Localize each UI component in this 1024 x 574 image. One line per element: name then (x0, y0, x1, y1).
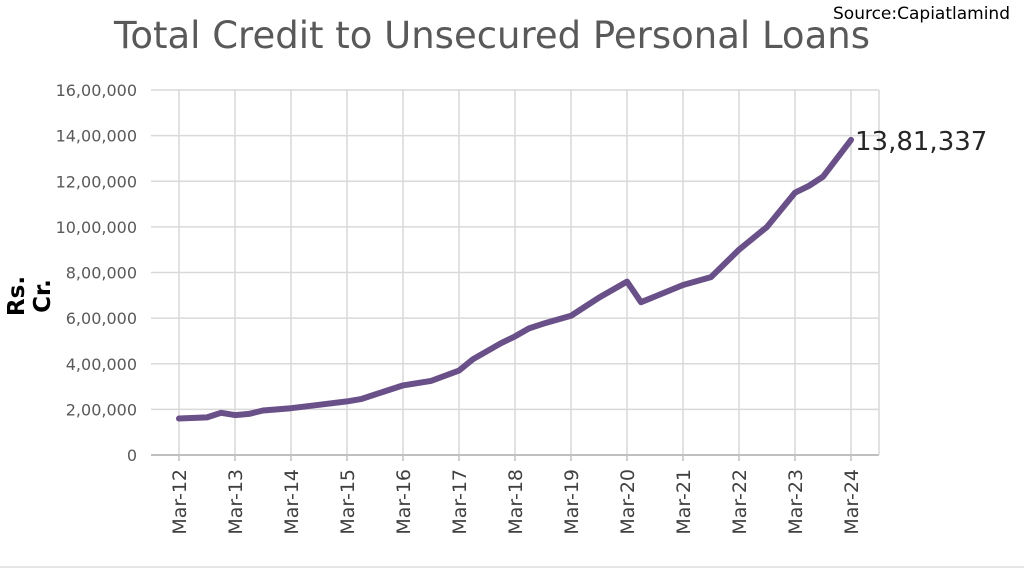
y-tick-label: 0 (127, 446, 137, 465)
x-tick-label: Mar-13 (225, 469, 247, 535)
y-tick-label: 16,00,000 (56, 81, 137, 100)
y-tick-label: 6,00,000 (66, 309, 137, 328)
y-tick-label: 12,00,000 (56, 172, 137, 191)
x-tick-label: Mar-21 (673, 469, 695, 535)
source-note: Source:Capiatlamind (833, 4, 1010, 24)
chart-title: Total Credit to Unsecured Personal Loans (114, 14, 870, 57)
end-value-label: 13,81,337 (855, 127, 987, 157)
x-tick-label: Mar-12 (169, 469, 191, 535)
y-tick-label: 10,00,000 (56, 218, 137, 237)
x-tick-label: Mar-16 (393, 469, 415, 535)
x-tick-label: Mar-18 (505, 469, 527, 535)
x-tick-label: Mar-20 (617, 469, 639, 535)
y-tick-label: 14,00,000 (56, 127, 137, 146)
x-tick-label: Mar-23 (785, 469, 807, 535)
x-tick-label: Mar-22 (729, 469, 751, 535)
divider (0, 566, 1024, 568)
y-tick-label: 4,00,000 (66, 355, 137, 374)
y-tick-label: 2,00,000 (66, 400, 137, 419)
x-tick-label: Mar-15 (337, 469, 359, 535)
x-tick-label: Mar-17 (449, 469, 471, 535)
x-tick-label: Mar-19 (561, 469, 583, 535)
x-tick-label: Mar-14 (281, 469, 303, 535)
y-tick-label: 8,00,000 (66, 264, 137, 283)
series-line (176, 136, 854, 422)
x-tick-label: Mar-24 (841, 469, 863, 535)
